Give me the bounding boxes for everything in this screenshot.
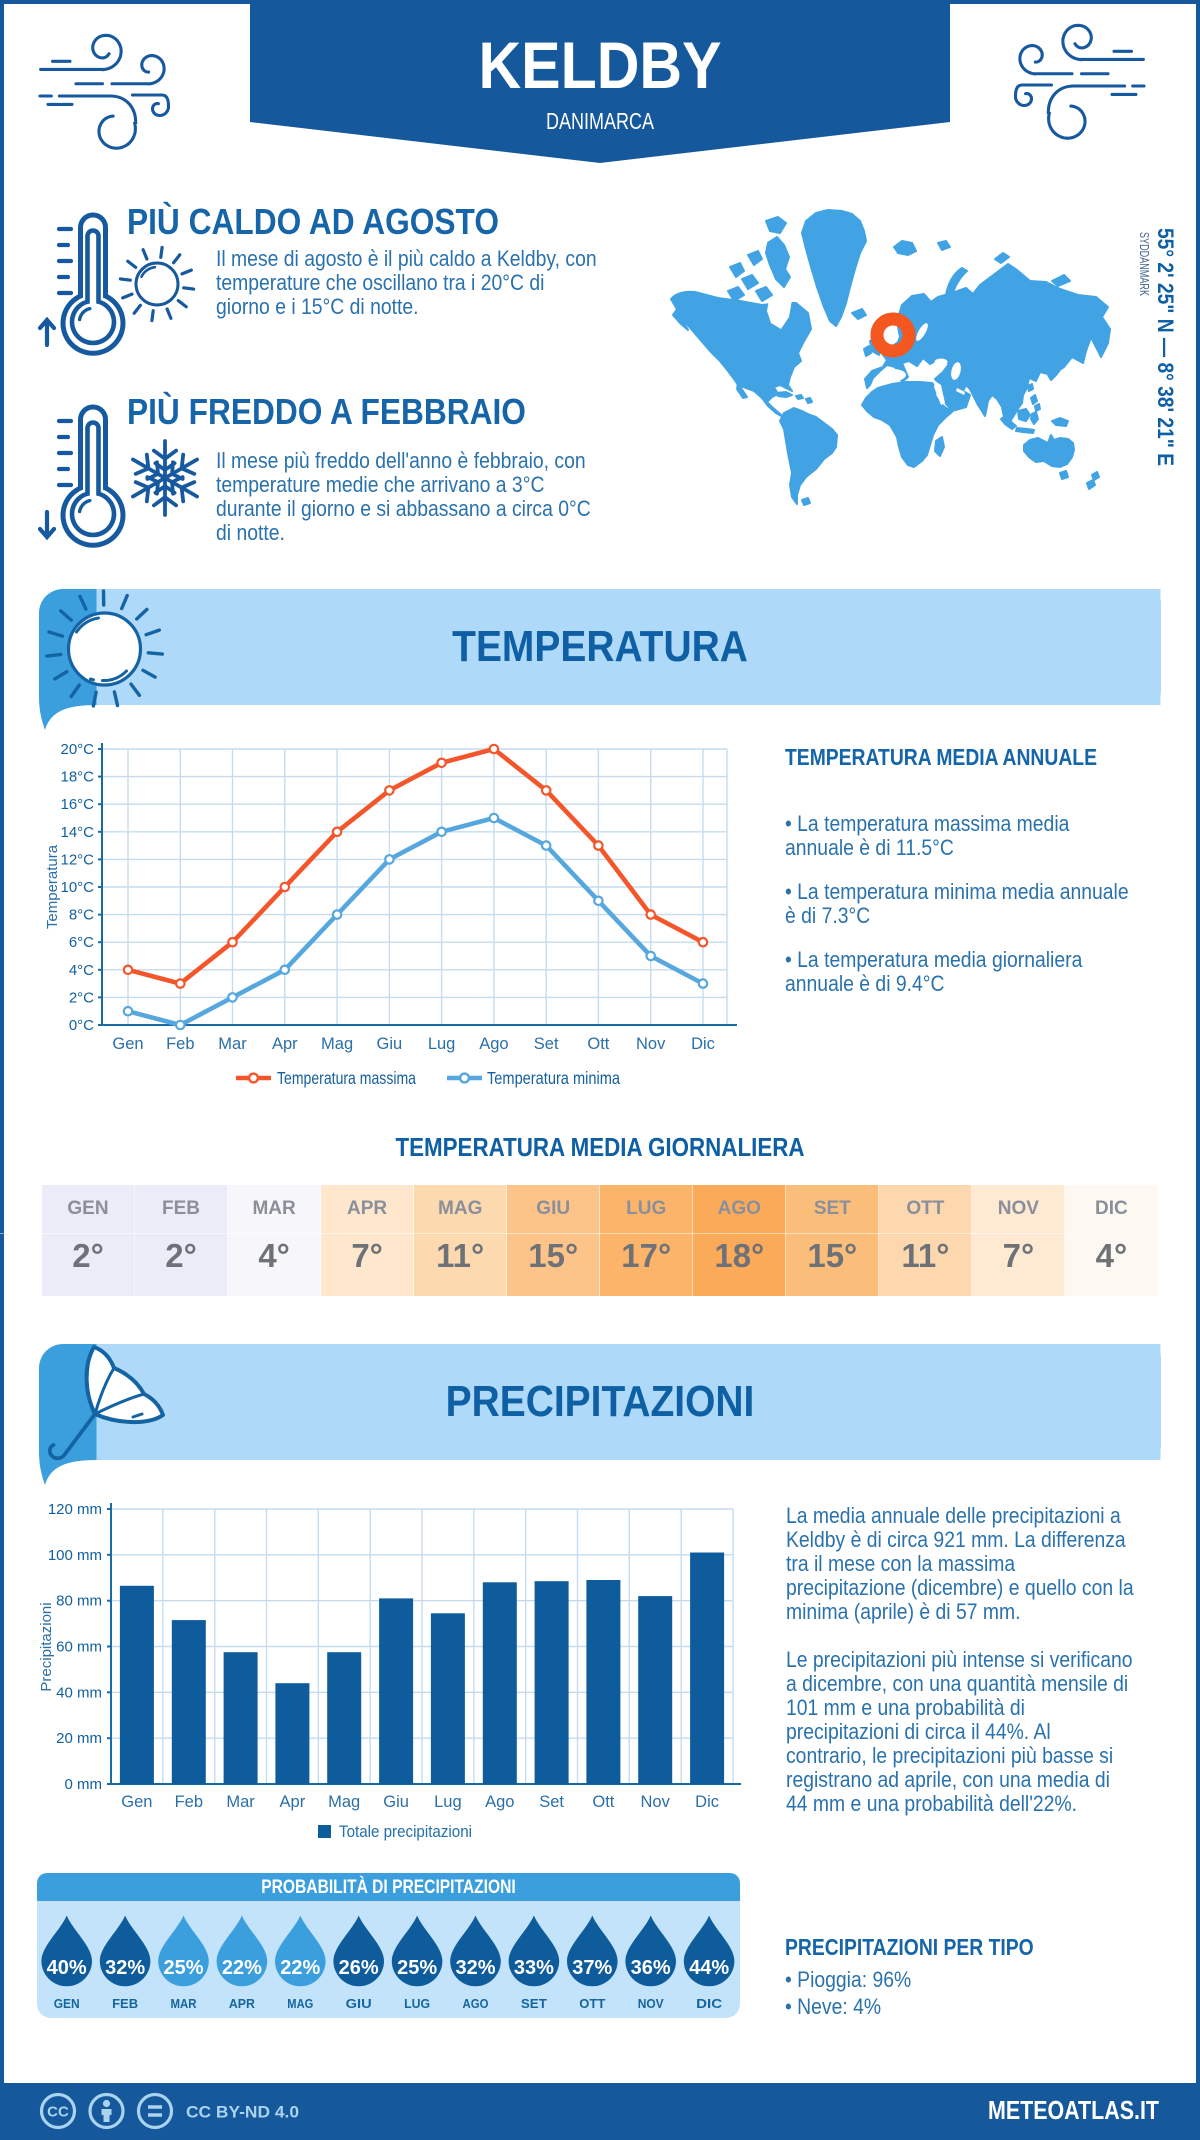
svg-text:Dic: Dic xyxy=(691,1035,715,1053)
svg-text:40 mm: 40 mm xyxy=(56,1684,102,1701)
svg-text:GIU: GIU xyxy=(346,1996,372,2011)
svg-text:32%: 32% xyxy=(105,1957,145,1979)
svg-text:Ott: Ott xyxy=(592,1793,614,1811)
svg-text:33%: 33% xyxy=(514,1957,554,1979)
svg-text:32%: 32% xyxy=(455,1957,495,1979)
svg-text:36%: 36% xyxy=(631,1957,671,1979)
svg-text:14°C: 14°C xyxy=(60,824,94,841)
svg-text:26%: 26% xyxy=(339,1957,379,1979)
svg-text:KELDBY: KELDBY xyxy=(479,28,722,102)
svg-text:SET: SET xyxy=(521,1996,547,2011)
svg-text:NOV: NOV xyxy=(638,1996,664,2011)
svg-text:40%: 40% xyxy=(47,1957,87,1979)
svg-text:25%: 25% xyxy=(163,1957,203,1979)
svg-text:Ott: Ott xyxy=(587,1035,609,1053)
svg-text:60 mm: 60 mm xyxy=(56,1639,102,1656)
svg-text:OTT: OTT xyxy=(579,1996,605,2011)
svg-text:Feb: Feb xyxy=(166,1035,194,1053)
svg-text:2°C: 2°C xyxy=(69,989,94,1006)
svg-text:DIC: DIC xyxy=(696,1996,723,2011)
svg-text:Lug: Lug xyxy=(428,1035,456,1053)
svg-text:Mag: Mag xyxy=(328,1793,360,1811)
svg-text:Apr: Apr xyxy=(280,1793,306,1811)
svg-text:SYDDANMARK: SYDDANMARK xyxy=(1137,232,1152,296)
svg-text:AGO: AGO xyxy=(463,1996,489,2011)
svg-text:4°C: 4°C xyxy=(69,962,94,979)
svg-text:Giu: Giu xyxy=(377,1035,403,1053)
svg-text:Ago: Ago xyxy=(479,1035,508,1053)
svg-text:10°C: 10°C xyxy=(60,879,94,896)
svg-text:CC BY-ND 4.0: CC BY-ND 4.0 xyxy=(186,2103,299,2122)
svg-text:22%: 22% xyxy=(222,1957,262,1979)
svg-text:MAR: MAR xyxy=(171,1996,198,2011)
svg-text:18°C: 18°C xyxy=(60,769,94,786)
svg-text:20°C: 20°C xyxy=(60,741,94,758)
svg-text:22%: 22% xyxy=(280,1957,320,1979)
svg-text:Lug: Lug xyxy=(434,1793,462,1811)
svg-text:Mar: Mar xyxy=(226,1793,255,1811)
svg-text:Gen: Gen xyxy=(112,1035,143,1053)
svg-text:LUG: LUG xyxy=(404,1996,430,2011)
svg-text:Temperatura minima: Temperatura minima xyxy=(487,1068,620,1088)
svg-text:Mag: Mag xyxy=(321,1035,353,1053)
svg-text:Totale precipitazioni: Totale precipitazioni xyxy=(339,1822,472,1841)
svg-text:Gen: Gen xyxy=(121,1793,152,1811)
svg-text:8°C: 8°C xyxy=(69,907,94,924)
svg-text:80 mm: 80 mm xyxy=(56,1593,102,1610)
svg-text:44%: 44% xyxy=(689,1957,729,1979)
svg-text:12°C: 12°C xyxy=(60,851,94,868)
svg-text:APR: APR xyxy=(229,1996,256,2011)
svg-text:0°C: 0°C xyxy=(69,1017,94,1034)
svg-text:100 mm: 100 mm xyxy=(48,1547,102,1564)
svg-text:55° 2' 25" N — 8° 38' 21" E: 55° 2' 25" N — 8° 38' 21" E xyxy=(1153,228,1178,466)
svg-text:GEN: GEN xyxy=(54,1996,80,2011)
svg-text:FEB: FEB xyxy=(112,1996,138,2011)
svg-text:Giu: Giu xyxy=(383,1793,409,1811)
svg-text:37%: 37% xyxy=(572,1957,612,1979)
svg-text:16°C: 16°C xyxy=(60,796,94,813)
svg-text:Dic: Dic xyxy=(695,1793,719,1811)
svg-text:Feb: Feb xyxy=(175,1793,203,1811)
svg-text:Set: Set xyxy=(539,1793,564,1811)
svg-text:MAG: MAG xyxy=(287,1996,313,2011)
svg-text:CC: CC xyxy=(47,2104,69,2121)
svg-text:Set: Set xyxy=(534,1035,559,1053)
svg-text:Nov: Nov xyxy=(636,1035,666,1053)
svg-text:Temperatura massima: Temperatura massima xyxy=(277,1068,416,1088)
svg-text:Ago: Ago xyxy=(485,1793,514,1811)
svg-text:Mar: Mar xyxy=(218,1035,247,1053)
svg-text:Temperatura: Temperatura xyxy=(44,844,61,929)
svg-text:DANIMARCA: DANIMARCA xyxy=(546,108,655,134)
svg-text:Nov: Nov xyxy=(641,1793,671,1811)
svg-text:6°C: 6°C xyxy=(69,934,94,951)
svg-text:Apr: Apr xyxy=(272,1035,298,1053)
svg-text:20 mm: 20 mm xyxy=(56,1730,102,1747)
svg-text:120 mm: 120 mm xyxy=(48,1501,102,1518)
svg-text:25%: 25% xyxy=(397,1957,437,1979)
svg-text:0 mm: 0 mm xyxy=(65,1776,103,1793)
svg-text:Precipitazioni: Precipitazioni xyxy=(40,1602,55,1691)
svg-text:METEOATLAS.IT: METEOATLAS.IT xyxy=(988,2095,1159,2125)
